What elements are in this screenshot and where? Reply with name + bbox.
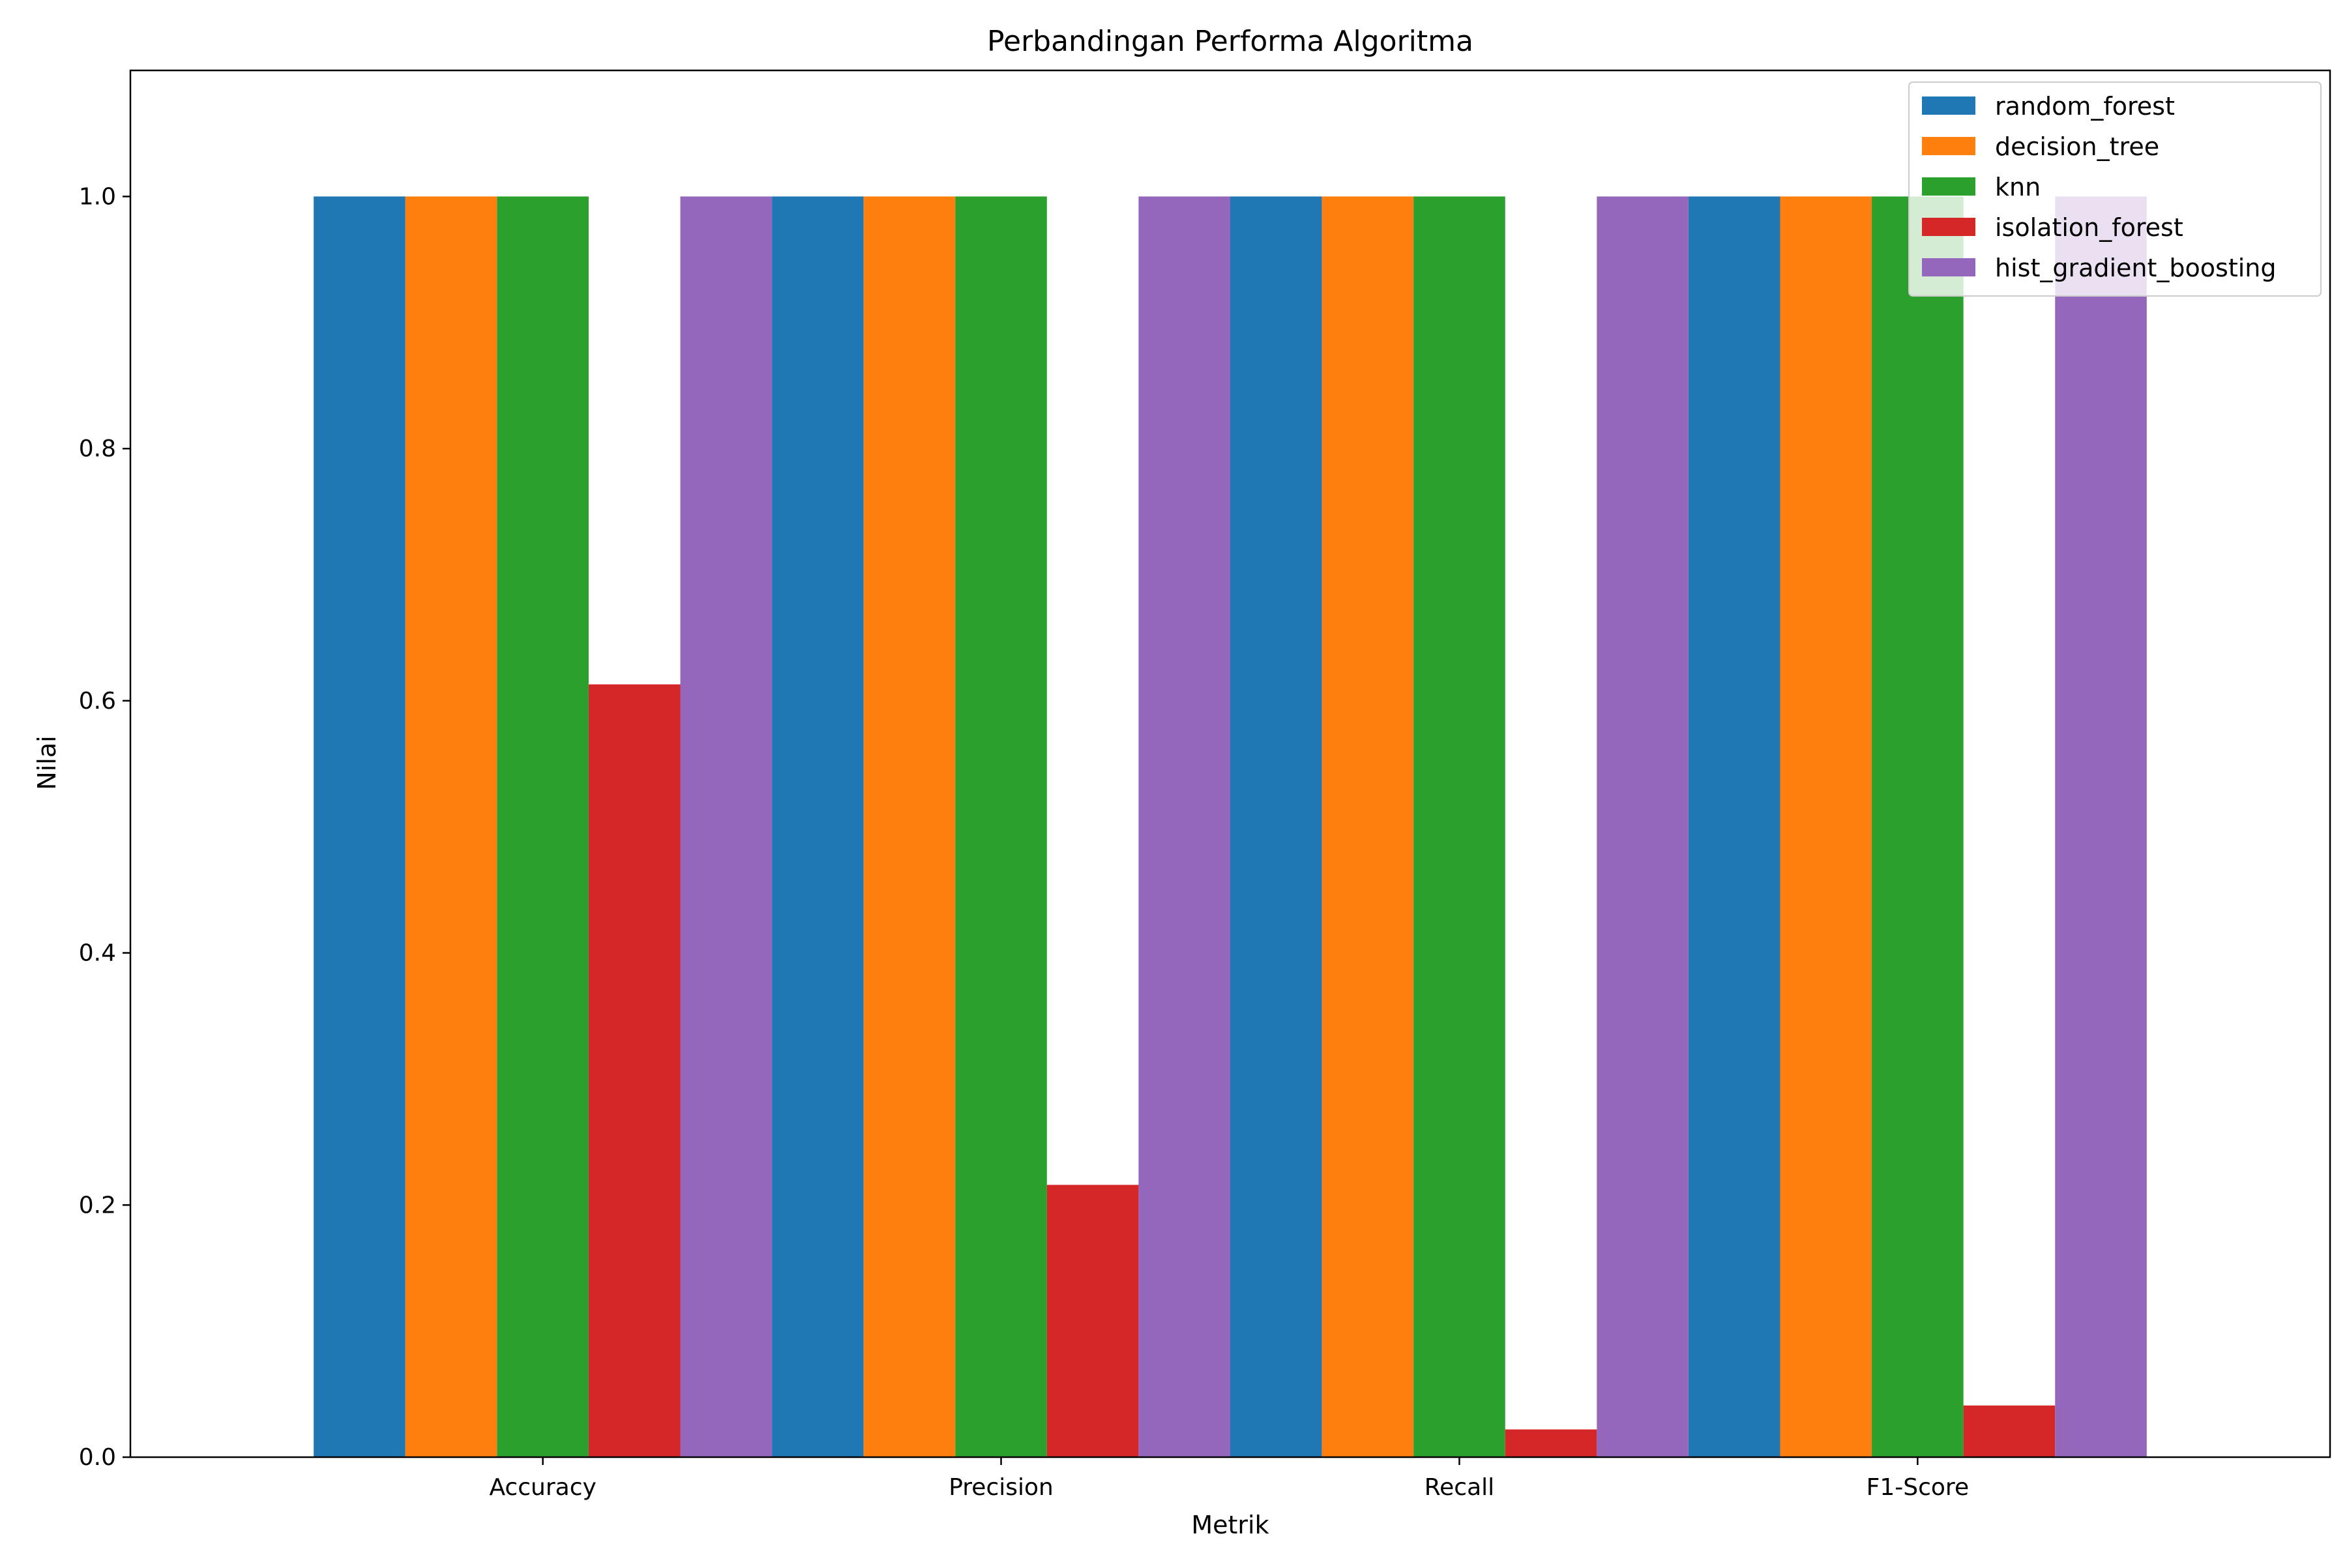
bar-decision_tree-recall xyxy=(1321,196,1414,1457)
bar-decision_tree-accuracy xyxy=(405,196,497,1457)
bar-isolation_forest-f1-score xyxy=(1963,1405,2056,1457)
x-axis-label: Metrik xyxy=(1191,1511,1269,1539)
legend-swatch-hist_gradient_boosting xyxy=(1922,258,1975,276)
x-tick-label: Accuracy xyxy=(489,1474,596,1501)
legend-box xyxy=(1908,81,2322,297)
bar-decision_tree-precision xyxy=(863,196,956,1457)
legend-swatch-decision_tree xyxy=(1922,137,1975,155)
x-tick-label: F1-Score xyxy=(1867,1474,1969,1501)
legend-label-knn: knn xyxy=(1995,173,2041,201)
bar-isolation_forest-recall xyxy=(1505,1429,1597,1457)
bar-isolation_forest-precision xyxy=(1046,1185,1139,1457)
bar-knn-f1-score xyxy=(1872,196,1964,1457)
legend-swatch-isolation_forest xyxy=(1922,218,1975,236)
bars-layer xyxy=(314,196,2147,1457)
legend-swatch-knn xyxy=(1922,177,1975,196)
bar-isolation_forest-accuracy xyxy=(588,684,681,1457)
plot-frame xyxy=(129,69,2331,1458)
y-tick-label: 0.8 xyxy=(79,436,116,462)
bar-random_forest-precision xyxy=(772,196,864,1457)
bar-random_forest-f1-score xyxy=(1688,196,1780,1457)
bar-hist_gradient_boosting-accuracy xyxy=(680,196,773,1457)
legend-label-hist_gradient_boosting: hist_gradient_boosting xyxy=(1995,254,2277,282)
y-tick-label: 0.0 xyxy=(79,1444,116,1471)
bar-random_forest-accuracy xyxy=(314,196,406,1457)
chart-title: Perbandingan Performa Algoritma xyxy=(987,25,1473,58)
legend-label-random_forest: random_forest xyxy=(1995,92,2175,121)
y-tick-label: 0.4 xyxy=(79,940,116,967)
axes-layer: 0.0 0.2 0.4 0.6 0.8 1.0 Accuracy Precision Recal… xyxy=(79,69,2331,1501)
y-tick-label: 0.6 xyxy=(79,688,116,715)
legend-label-decision_tree: decision_tree xyxy=(1995,132,2159,161)
x-tick-label: Precision xyxy=(949,1474,1054,1501)
bar-hist_gradient_boosting-recall xyxy=(1597,196,1689,1457)
bar-random_forest-recall xyxy=(1230,196,1322,1457)
bar-hist_gradient_boosting-precision xyxy=(1138,196,1230,1457)
bar-knn-accuracy xyxy=(497,196,589,1457)
bar-decision_tree-f1-score xyxy=(1780,196,1872,1457)
bar-knn-recall xyxy=(1413,196,1505,1457)
y-tick-label: 1.0 xyxy=(79,183,116,210)
x-tick-label: Recall xyxy=(1424,1474,1494,1501)
y-axis-label: Nilai xyxy=(33,735,61,790)
y-tick-label: 0.2 xyxy=(79,1192,116,1219)
bar-hist_gradient_boosting-f1-score xyxy=(2055,196,2147,1457)
legend-swatch-random_forest xyxy=(1922,96,1975,115)
bar-knn-precision xyxy=(955,196,1047,1457)
legend-label-isolation_forest: isolation_forest xyxy=(1995,213,2183,242)
